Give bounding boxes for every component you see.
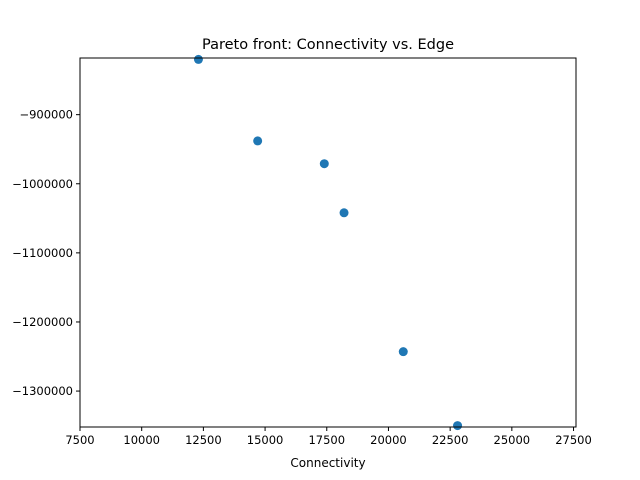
x-tick-label: 10000 xyxy=(123,433,160,447)
x-tick-label: 15000 xyxy=(247,433,284,447)
x-tick-label: 22500 xyxy=(432,433,469,447)
x-tick-label: 17500 xyxy=(308,433,345,447)
x-tick-label: 20000 xyxy=(370,433,407,447)
data-point xyxy=(253,136,263,146)
x-axis-label: Connectivity xyxy=(290,456,365,470)
y-tick-label: −1100000 xyxy=(12,246,73,260)
data-point xyxy=(339,208,349,218)
x-tick-label: 12500 xyxy=(185,433,222,447)
x-tick-label: 27500 xyxy=(555,433,592,447)
data-point xyxy=(193,54,203,64)
data-point xyxy=(453,421,463,431)
data-point xyxy=(398,347,408,357)
x-tick-label: 7500 xyxy=(65,433,94,447)
plot-area: 7500 10000 12500 15000 17500 20000 22500 25000 2… xyxy=(12,54,592,447)
y-tick-label: −900000 xyxy=(19,108,73,122)
x-tick-label: 25000 xyxy=(494,433,531,447)
y-tick-label: −1200000 xyxy=(12,315,73,329)
y-tick-label: −1000000 xyxy=(12,177,73,191)
axes-frame xyxy=(79,57,577,428)
data-point xyxy=(319,159,329,169)
y-tick-label: −1300000 xyxy=(12,384,73,398)
chart-title: Pareto front: Connectivity vs. Edge xyxy=(202,37,454,53)
